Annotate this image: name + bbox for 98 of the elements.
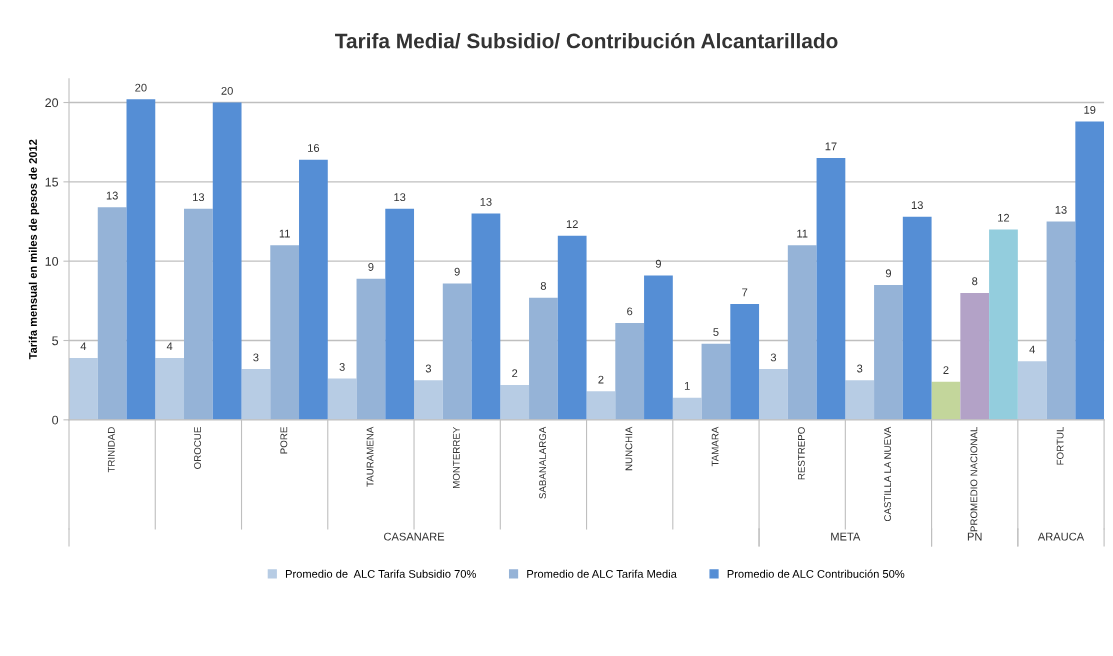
bar [126,99,156,420]
x-tick-label: TAURAMENA [366,426,374,487]
x-tick-label: PORE [280,427,288,454]
bar [816,158,846,420]
bar [672,397,702,420]
bar [356,278,386,420]
data-label: 20 [135,83,147,92]
bar [69,357,98,420]
data-label: 6 [627,307,633,316]
text: CASANARE [384,532,445,541]
data-label: 1 [684,382,690,390]
x-tick-label: TRINIDAD [107,427,115,473]
data-label: 2 [598,375,604,384]
data-label: 9 [454,267,460,276]
bar [414,380,443,420]
y-tick-label: 15 [45,177,59,187]
data-label: 13 [1055,205,1067,214]
bar [759,369,788,420]
bar [787,245,817,420]
text: META [831,532,861,541]
bar [327,378,357,420]
bar [184,208,213,420]
bar [931,381,961,420]
data-label: 17 [825,142,837,151]
x-tick-label: OROCUE [194,427,201,469]
bar [471,213,501,420]
bar [989,229,1018,420]
text: PN [967,532,982,541]
text: ARAUCA [1037,532,1085,541]
bar [615,323,645,420]
bar [586,391,616,420]
data-label: 12 [566,220,578,228]
bar [299,159,328,420]
legend-label: Promedio de ALC Tarifa Subsidio 70% [285,569,476,578]
data-label: 19 [1084,105,1096,114]
data-label: 7 [742,288,748,297]
data-label: 9 [885,269,892,278]
y-tick-label: 20 [45,98,59,108]
data-label: 3 [253,353,259,362]
data-label: 4 [166,342,173,351]
bar [874,284,903,420]
data-label: 8 [540,282,547,290]
bar [1046,221,1076,420]
bar [241,369,271,420]
data-label: 9 [655,259,661,268]
bar [500,384,530,420]
legend-label: Promedio de ALC Contribución 50% [727,569,905,578]
data-label: 13 [911,201,923,210]
bar [97,207,127,420]
x-tick-label: SABANALARGA [539,426,547,499]
x-tick-label: PROMEDIO NACIONAL [970,426,978,532]
data-label: 11 [797,229,808,238]
bar [212,102,242,420]
data-label: 13 [106,191,118,200]
x-tick-label: RESTREPO [797,427,805,480]
y-axis-title: Tarifa mensual en miles de pesos de 2012 [28,139,40,360]
data-label: 4 [1029,345,1035,354]
data-label: 5 [713,328,719,336]
bar [644,275,673,420]
bar [845,380,875,420]
x-tick-label: CASTILLA LA NUEVA [884,426,892,522]
x-tick-label: NUNCHIA [625,426,633,471]
bar [902,216,932,420]
data-label: 9 [368,263,374,271]
data-label: 13 [480,197,492,206]
data-label: 3 [857,364,863,373]
data-label: 4 [80,342,87,351]
data-label: 3 [770,353,777,362]
y-tick-label: 5 [52,336,59,346]
data-label: 3 [425,364,432,373]
bar [960,292,990,420]
data-label: 11 [279,229,290,238]
bar [155,357,185,420]
bar [1017,361,1047,420]
data-label: 12 [998,213,1010,222]
data-label: 8 [972,277,978,286]
legend-label: Promedio de ALC Tarifa Media [527,569,677,578]
data-label: 2 [943,366,949,374]
bar [1075,121,1105,420]
y-tick-label: 0 [52,415,59,425]
y-tick-label: 10 [45,256,59,266]
data-label: 2 [512,369,518,378]
data-label: 13 [193,193,205,202]
bar [442,283,472,420]
data-label: 20 [221,86,233,95]
data-label: 13 [394,193,406,202]
bar [270,245,300,420]
bar [701,343,731,420]
bar [730,304,760,420]
bar [529,297,558,420]
x-tick-label: MONTERREY [452,426,460,488]
data-label: 16 [308,144,320,152]
bar [385,208,415,420]
x-tick-label: TAMARA [711,426,719,467]
data-label: 3 [339,362,345,371]
bar [557,235,587,420]
chart-title: Tarifa Media/ Subsidio/ Contribución Alcantarillado [335,32,838,49]
x-tick-label: FORTUL [1056,426,1064,465]
